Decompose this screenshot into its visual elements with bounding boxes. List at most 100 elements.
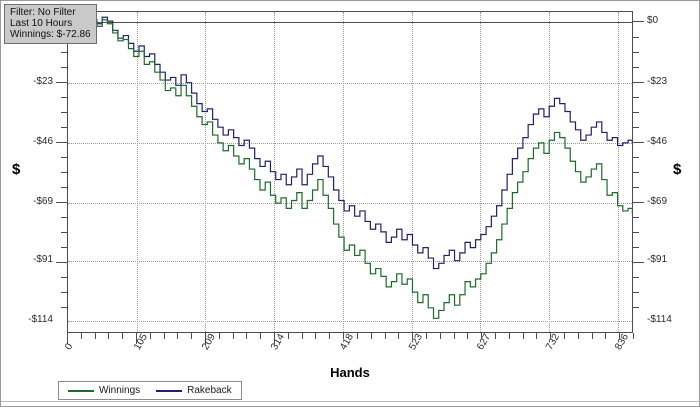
y-tick-minor [61,156,67,158]
x-tick-minor [605,333,607,339]
y-tick-minor [633,51,639,53]
bottom-divider [1,401,699,402]
legend-label: Rakeback [187,385,232,396]
series-lines [68,15,632,319]
y-tick-minor [633,126,639,128]
y-tick-major [56,262,67,264]
legend-entry[interactable]: Winnings [68,385,140,396]
vgridline [411,12,414,332]
y-tick-label: -$91 [647,253,668,265]
x-tick-minor [577,333,579,339]
x-tick-minor [481,333,483,339]
y-tick-label: -$23 [32,75,53,87]
y-tick-major [633,21,644,23]
x-tick-minor [177,333,179,339]
y-tick-major [633,202,644,204]
y-tick-label: -$91 [32,253,53,265]
y-tick-minor [633,66,639,68]
x-tick-minor [149,333,151,339]
y-tick-minor [61,187,67,189]
x-axis-title: Hands [330,365,370,380]
y-tick-minor [633,277,639,279]
x-tick-major [274,333,276,344]
x-tick-minor [591,333,593,339]
info-filter-line: Filter: No Filter [10,7,76,18]
y-tick-minor [633,96,639,98]
y-tick-label: -$114 [647,313,672,325]
y-tick-major [633,262,644,264]
x-tick-minor [232,333,234,339]
x-tick-minor [122,333,124,339]
x-tick-minor [218,333,220,339]
x-tick-minor [439,333,441,339]
x-tick-minor [80,333,82,339]
x-tick-minor [329,333,331,339]
y-tick-label: -$114 [28,313,53,325]
vgridline [480,12,482,332]
x-tick-major [205,333,207,344]
y-tick-minor [633,217,639,219]
y-tick-minor [61,307,67,309]
info-winnings-line: Winnings: $-72.86 [10,29,91,40]
x-tick-minor [108,333,110,339]
y-tick-label: -$23 [647,75,668,87]
y-tick-minor [633,187,639,189]
y-tick-label: -$69 [647,196,668,208]
y-tick-minor [61,217,67,219]
vgridline [549,12,551,332]
y-tick-major [56,202,67,204]
y-tick-minor [633,172,639,173]
y-tick-minor [61,232,67,234]
x-tick-minor [163,333,165,339]
x-tick-minor [494,333,496,339]
y-tick-minor [633,232,639,234]
y-tick-label: -$46 [647,135,668,147]
plot-area [67,11,633,333]
x-tick-minor [563,333,565,339]
y-tick-minor [61,66,67,68]
x-tick-minor [467,333,469,339]
y-tick-minor [61,51,67,53]
series-line-rakeback [68,15,632,270]
series-line-winnings [68,17,632,319]
vgridline [617,12,620,332]
x-tick-minor [398,333,400,339]
chart-info-box: Filter: No Filter Last 10 Hours Winnings… [4,4,97,44]
info-period-line: Last 10 Hours [10,18,73,29]
y-tick-minor [633,111,639,113]
y-tick-minor [61,172,67,173]
y-tick-minor [61,111,67,113]
legend-entry[interactable]: Rakeback [156,385,232,396]
x-tick-minor [384,333,386,339]
y-axis-title-right: $ [673,161,682,178]
vgridline [205,12,207,332]
x-tick-minor [191,333,193,339]
y-tick-label: -$69 [32,196,53,208]
x-tick-minor [619,333,621,339]
x-tick-minor [260,333,262,339]
y-tick-minor [61,277,67,279]
x-tick-major [67,333,68,344]
x-axis-ticks [67,333,634,344]
x-tick-minor [343,333,345,339]
chart-legend: Winnings Rakeback [58,381,242,400]
x-tick-minor [412,333,414,339]
x-tick-minor [425,333,427,339]
hgridline [68,260,632,263]
y-tick-major [56,81,67,83]
hgridline [68,203,632,205]
x-tick-minor [315,333,317,339]
x-tick-minor [633,333,634,339]
y-tick-minor [61,96,67,98]
x-tick-major [136,333,138,344]
y-tick-major [633,81,644,83]
x-tick-minor [356,333,358,339]
y-tick-minor [633,247,639,249]
vgridline [137,12,139,332]
x-tick-minor [508,333,510,339]
y-tick-major [56,141,67,143]
legend-label: Winnings [99,385,141,396]
y-tick-label: -$46 [32,135,53,147]
hgridline [68,22,632,24]
